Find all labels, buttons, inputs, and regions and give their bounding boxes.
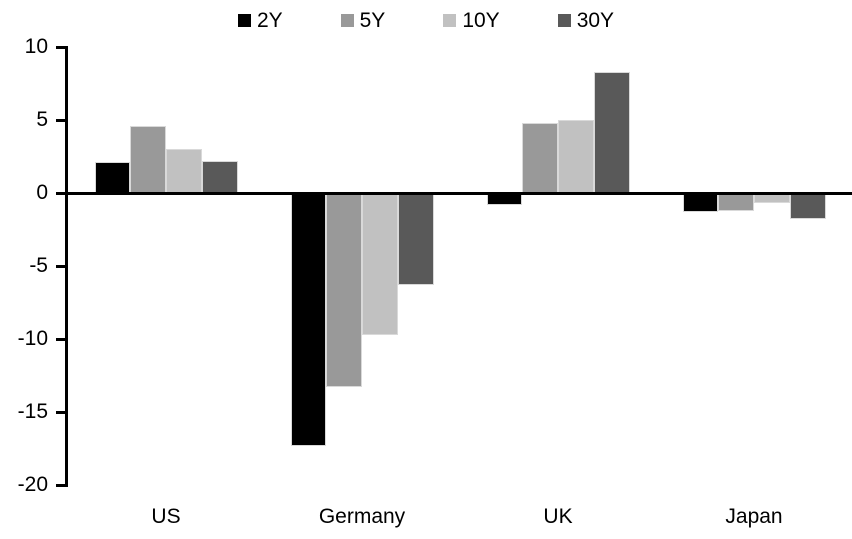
y-tick-label: -10 (17, 327, 48, 350)
bar-japan-2y (682, 193, 719, 212)
legend-item-5y: 5Y (340, 8, 386, 33)
y-tick-label: 10 (24, 35, 48, 58)
y-tick-mark (56, 410, 65, 414)
bar-japan-5y (718, 193, 754, 211)
y-tick-mark (56, 264, 65, 268)
bar-germany-5y (326, 193, 362, 388)
bar-germany-30y (397, 193, 434, 285)
legend-label-10y: 10Y (462, 9, 500, 32)
bar-us-10y (166, 149, 202, 193)
y-tick-label: 5 (36, 108, 48, 131)
legend-item-30y: 30Y (557, 8, 615, 33)
zero-baseline (65, 191, 852, 195)
bar-us-5y (130, 125, 166, 193)
legend-swatch-2y-icon (237, 14, 251, 27)
y-tick-label: -5 (29, 254, 48, 277)
y-tick-label: -15 (17, 400, 48, 423)
y-tick-label: 0 (36, 181, 48, 204)
bar-germany-2y (290, 193, 327, 446)
chart-legend: 2Y 5Y 10Y 30Y (0, 8, 852, 33)
legend-swatch-30y-icon (557, 14, 571, 27)
y-tick-mark (56, 483, 65, 487)
bar-uk-10y (558, 120, 594, 193)
x-category-label-japan: Japan (725, 505, 783, 528)
legend-swatch-10y-icon (443, 14, 457, 27)
bar-uk-30y (593, 71, 630, 193)
bar-japan-10y (754, 193, 790, 204)
bar-us-2y (94, 162, 131, 193)
x-category-label-us: US (151, 505, 181, 528)
legend-item-10y: 10Y (443, 8, 500, 33)
y-tick-label: -20 (17, 473, 48, 496)
y-tick-mark (56, 191, 65, 195)
legend-label-2y: 2Y (256, 9, 283, 32)
legend-item-2y: 2Y (237, 8, 283, 33)
legend-swatch-5y-icon (340, 14, 354, 27)
bar-us-30y (201, 160, 238, 193)
bar-uk-5y (522, 122, 558, 193)
bar-germany-10y (362, 193, 398, 335)
y-tick-mark (56, 118, 65, 122)
legend-label-30y: 30Y (576, 9, 615, 32)
y-tick-mark (56, 45, 65, 49)
y-axis-line (65, 45, 68, 487)
x-category-label-germany: Germany (318, 505, 406, 528)
bar-japan-30y (789, 193, 826, 220)
y-tick-mark (56, 337, 65, 341)
bar-uk-2y (486, 193, 523, 205)
x-category-label-uk: UK (543, 505, 573, 528)
legend-label-5y: 5Y (359, 9, 386, 32)
